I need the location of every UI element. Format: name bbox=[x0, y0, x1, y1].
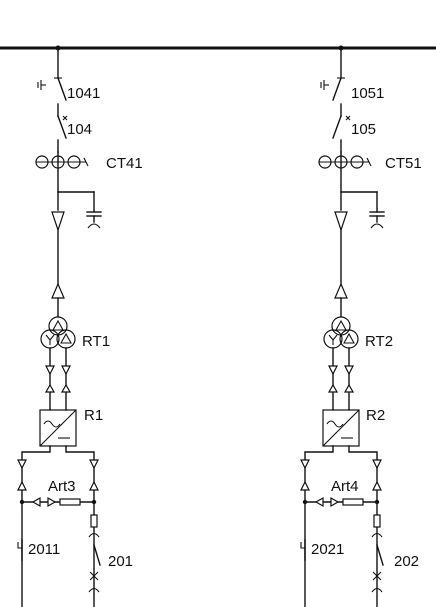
converter-label: R1 bbox=[84, 407, 103, 424]
dc-breaker-202 bbox=[371, 544, 384, 593]
disconnector-1041 bbox=[37, 77, 67, 117]
dc-disconnector-label: 2021 bbox=[311, 541, 344, 558]
dc-disconnector-label: 2011 bbox=[28, 541, 60, 558]
disconnector-label: 1051 bbox=[351, 85, 384, 102]
current-transformer-ct41 bbox=[35, 151, 89, 211]
plug-down-2 bbox=[334, 211, 348, 232]
dc-breaker-label: 201 bbox=[108, 553, 133, 570]
arrester-art4 bbox=[302, 496, 380, 508]
breaker-104 bbox=[57, 115, 68, 153]
plug-up-2 bbox=[334, 282, 348, 299]
capacitor-branch-1 bbox=[57, 191, 102, 229]
current-transformer-ct51 bbox=[318, 151, 372, 211]
arrester-art3 bbox=[19, 496, 97, 508]
bay-1: 1041 104 CT41 bbox=[17, 45, 143, 607]
disconnector-1051 bbox=[320, 77, 345, 117]
transformer-label: RT1 bbox=[82, 333, 110, 350]
ct-label: CT51 bbox=[385, 155, 422, 172]
converter-label: R2 bbox=[366, 407, 385, 424]
ct-label: CT41 bbox=[106, 155, 143, 172]
breaker-label: 105 bbox=[351, 121, 376, 138]
breaker-label: 104 bbox=[67, 121, 92, 138]
dc-disconnector-2021 bbox=[300, 539, 306, 561]
bay-2: 1051 105 CT51 bbox=[300, 45, 422, 607]
arrester-label: Art3 bbox=[48, 478, 76, 495]
capacitor-branch-2 bbox=[340, 191, 385, 229]
plug-up-1 bbox=[51, 282, 65, 299]
transformer-rt1 bbox=[40, 316, 76, 349]
converter-r2 bbox=[322, 409, 360, 447]
plug-down-1 bbox=[51, 211, 65, 232]
transformer-label: RT2 bbox=[365, 333, 393, 350]
converter-r1 bbox=[39, 409, 77, 447]
dc-disconnector-2011 bbox=[17, 539, 23, 561]
arrester-label: Art4 bbox=[331, 478, 359, 495]
disconnector-label: 1041 bbox=[67, 85, 100, 102]
dc-breaker-label: 202 bbox=[394, 553, 419, 570]
dc-breaker-201 bbox=[88, 544, 101, 593]
transformer-rt2 bbox=[323, 316, 359, 349]
breaker-105 bbox=[332, 115, 351, 153]
